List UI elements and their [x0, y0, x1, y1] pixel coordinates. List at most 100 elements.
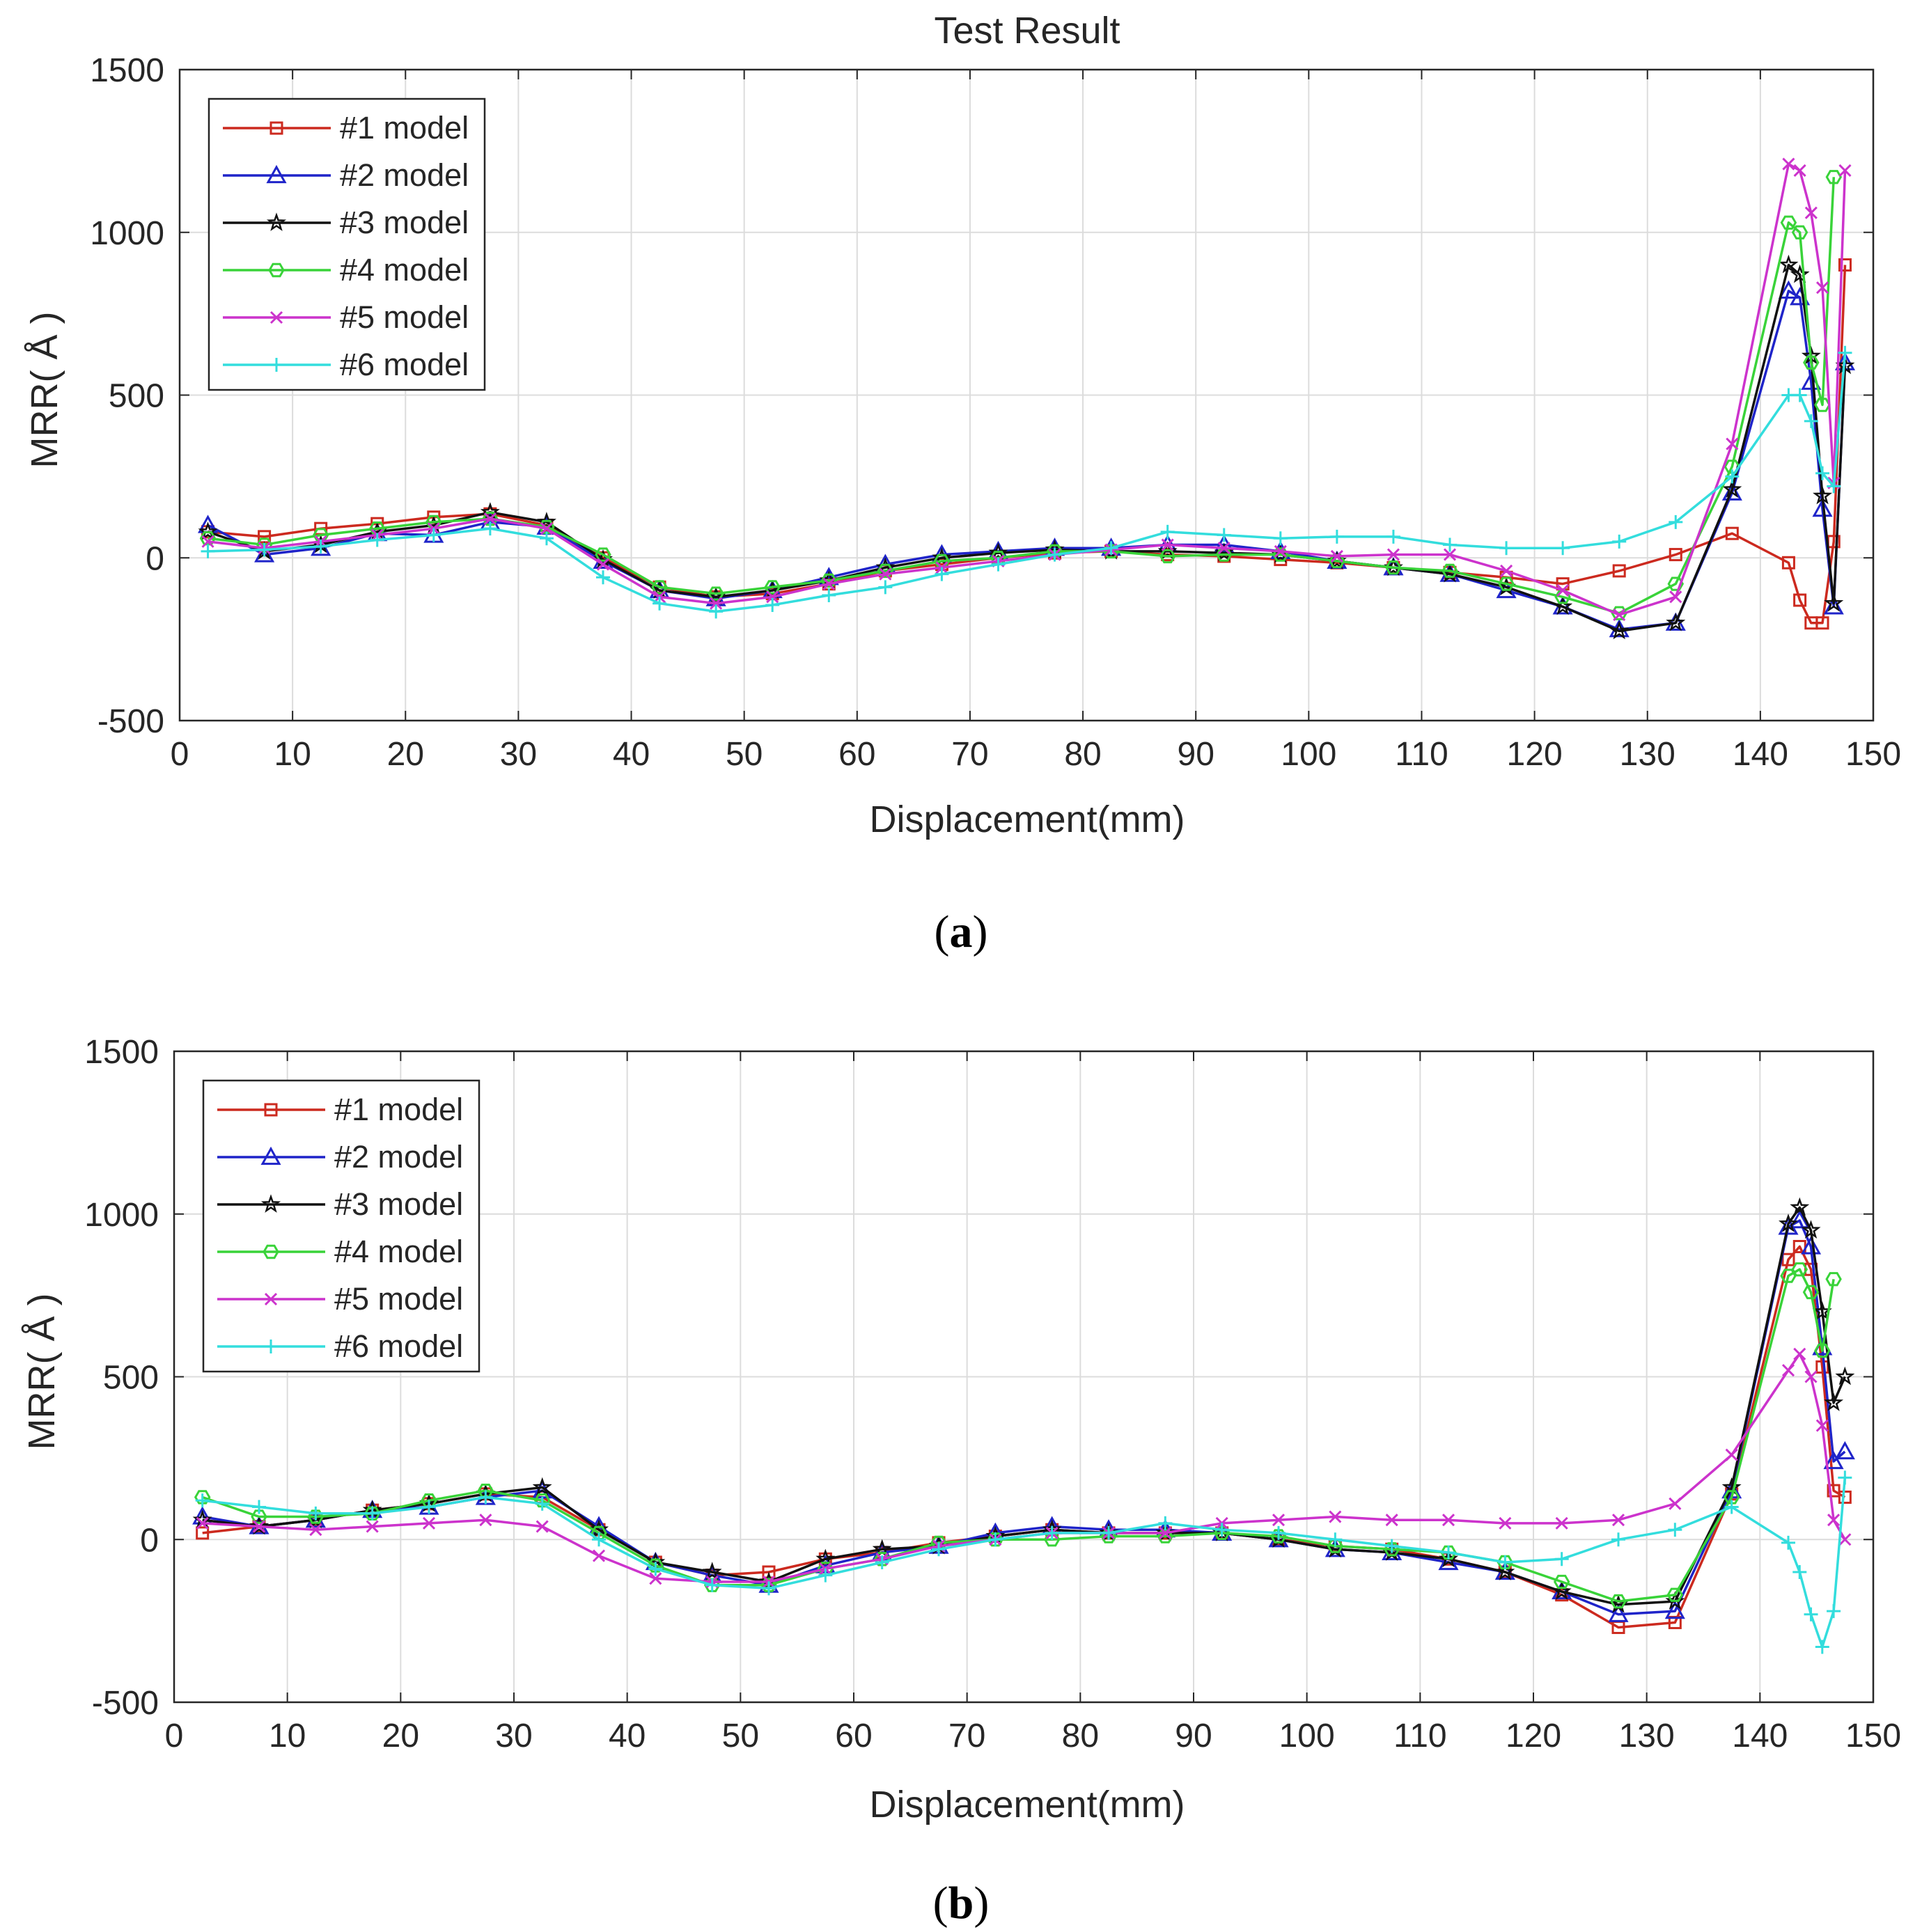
data-point — [1725, 526, 1739, 540]
legend-marker — [263, 1244, 279, 1259]
legend: #1 model #2 model #3 model #4 model #5 model… — [202, 1079, 481, 1373]
data-point — [1666, 1587, 1684, 1602]
x-axis-label: Displacement(mm) — [869, 1784, 1185, 1825]
data-point — [1612, 534, 1627, 549]
x-tick-label: 0 — [165, 1718, 184, 1754]
chart-title: Test Result — [934, 10, 1120, 52]
data-point — [1792, 388, 1807, 402]
data-point — [1499, 1516, 1512, 1530]
data-point — [1815, 281, 1829, 294]
data-point — [878, 580, 893, 595]
data-point — [592, 1549, 606, 1562]
data-point — [252, 1500, 266, 1514]
x-tick-label: 70 — [951, 736, 988, 773]
x-tick-label: 0 — [171, 736, 189, 773]
data-point — [1815, 1419, 1829, 1432]
data-point — [1827, 479, 1841, 494]
data-point — [1104, 541, 1118, 556]
series-line — [208, 162, 1847, 616]
x-tick-label: 140 — [1732, 1718, 1788, 1754]
data-point — [1827, 1514, 1841, 1527]
data-point — [249, 1516, 269, 1535]
data-point — [1793, 164, 1806, 177]
data-point — [1217, 528, 1231, 542]
data-point — [1499, 541, 1514, 556]
data-point — [1723, 1490, 1740, 1505]
x-tick-label: 130 — [1619, 1718, 1675, 1754]
legend-marker — [264, 1103, 278, 1117]
legend-marker — [260, 1194, 281, 1213]
y-tick-label: 1000 — [84, 1197, 159, 1234]
legend-marker — [266, 212, 287, 231]
data-point — [1791, 225, 1808, 239]
y-tick-label: -500 — [92, 1685, 159, 1722]
legend-label: #1 model — [340, 110, 469, 146]
x-tick-label: 30 — [500, 736, 537, 773]
x-tick-label: 50 — [722, 1718, 759, 1754]
data-point — [1800, 1236, 1822, 1255]
legend-marker — [264, 1292, 278, 1306]
data-point — [1834, 1440, 1855, 1460]
data-point — [1556, 541, 1570, 556]
x-tick-label: 20 — [387, 736, 424, 773]
data-point — [1790, 264, 1810, 283]
x-tick-label: 40 — [609, 1718, 646, 1754]
data-point — [1815, 1360, 1829, 1374]
data-point — [1669, 548, 1682, 562]
data-point — [1838, 345, 1852, 360]
data-point — [1782, 157, 1795, 171]
x-tick-label: 70 — [948, 1718, 985, 1754]
y-tick-label: 1500 — [84, 1034, 159, 1071]
data-point — [1612, 564, 1626, 578]
data-point — [1815, 466, 1830, 480]
series-line — [202, 1353, 1846, 1583]
data-point — [1824, 592, 1844, 612]
data-point — [1802, 1285, 1820, 1300]
data-point — [1443, 548, 1457, 561]
data-point — [1553, 1574, 1570, 1589]
data-point — [1779, 1214, 1798, 1232]
legend-label: #3 model — [334, 1186, 463, 1222]
data-point — [1329, 1510, 1342, 1523]
data-point — [308, 1506, 323, 1521]
chart-panel-b: Displacement(mm) MRR( Å ) (b) 0 10 20 30 40 5… — [21, 1034, 1901, 1929]
data-point — [991, 557, 1006, 572]
x-tick-label: 10 — [269, 1718, 306, 1754]
legend-label: #5 model — [340, 299, 469, 335]
data-point — [988, 542, 1008, 562]
data-point — [1813, 485, 1833, 505]
legend-marker — [269, 358, 283, 372]
data-point — [1273, 531, 1288, 546]
x-tick-label: 100 — [1281, 736, 1336, 773]
series-line — [207, 263, 1847, 633]
legend-label: #1 model — [334, 1092, 463, 1127]
data-point — [422, 1516, 436, 1530]
legend: #1 model #2 model #3 model #4 model #5 model… — [208, 97, 486, 391]
y-tick-label: 0 — [140, 1522, 159, 1559]
data-point — [1442, 1545, 1455, 1560]
data-point — [1789, 1210, 1810, 1229]
data-point — [1835, 355, 1855, 375]
y-tick-label: -500 — [97, 703, 164, 740]
panel-label-a-letter: a — [950, 906, 973, 957]
data-point — [1803, 355, 1820, 370]
data-point — [1045, 1525, 1059, 1540]
data-point — [540, 522, 553, 535]
x-tick-label: 110 — [1395, 736, 1448, 773]
x-tick-label: 80 — [1062, 1718, 1099, 1754]
data-point — [649, 1572, 662, 1585]
data-point — [196, 1516, 209, 1530]
data-point — [1724, 1500, 1739, 1514]
legend-marker — [260, 1146, 281, 1165]
x-tick-label: 30 — [495, 1718, 532, 1754]
series-6 — [201, 345, 1852, 619]
x-tick-label: 100 — [1279, 1718, 1335, 1754]
data-point — [252, 1520, 266, 1533]
data-point — [532, 1477, 552, 1496]
data-point — [1160, 524, 1175, 539]
data-point — [1214, 1523, 1229, 1537]
data-point — [1781, 556, 1795, 570]
data-point — [1498, 1555, 1513, 1569]
data-point — [1791, 1262, 1808, 1277]
x-axis-label: Displacement(mm) — [869, 799, 1185, 840]
